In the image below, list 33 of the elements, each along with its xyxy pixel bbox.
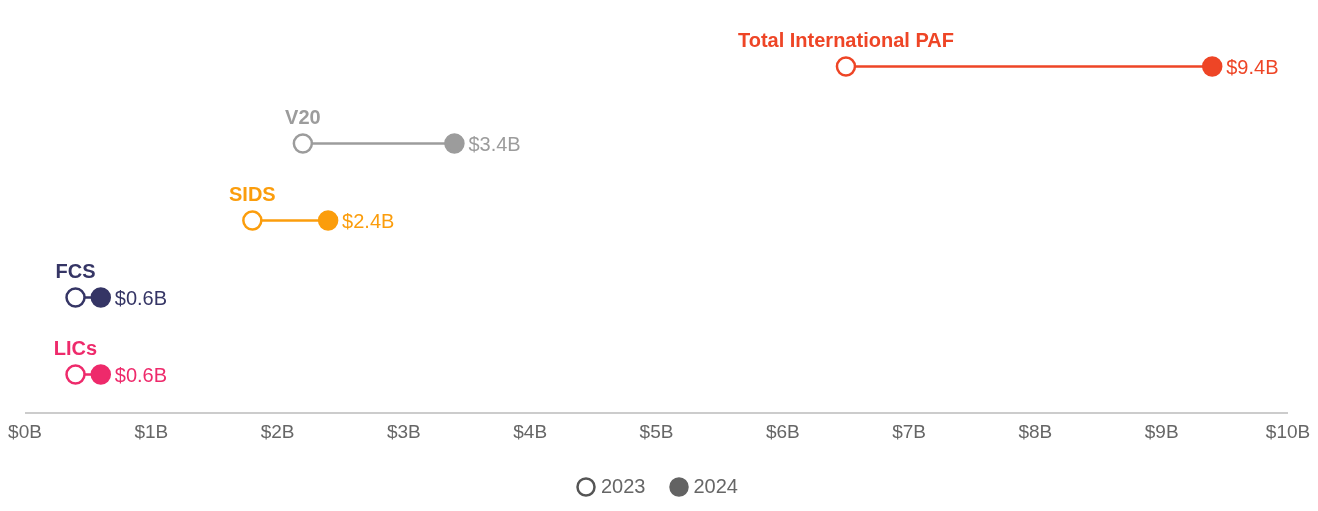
- y-tick-label: FCS: [55, 259, 96, 282]
- point: [835, 56, 857, 77]
- point: [65, 364, 86, 385]
- y-tick-label: SIDS: [229, 182, 276, 205]
- x-tick-label: $10B: [1265, 421, 1311, 443]
- x-tick-label: $2B: [260, 421, 295, 443]
- y-tick-label: V20: [285, 105, 321, 128]
- y-tick-label: LICs: [53, 336, 98, 359]
- point: [444, 133, 465, 154]
- x-tick-label: $1B: [134, 421, 169, 443]
- data-label: $3.4B: [468, 132, 521, 155]
- x-tick-label: $0B: [8, 421, 42, 443]
- data-label: $2.4B: [342, 209, 395, 232]
- text: 2024: [692, 475, 738, 498]
- point: [242, 210, 263, 231]
- x-tick-label: $7B: [892, 421, 927, 443]
- y-tick-label: Total International PAF: [737, 28, 954, 51]
- data-label: $9.4B: [1226, 55, 1279, 78]
- x-tick-label: $8B: [1018, 421, 1053, 443]
- point: [90, 364, 112, 385]
- point: [90, 287, 112, 308]
- x-tick-label: $3B: [386, 421, 421, 443]
- x-tick-label: $5B: [639, 421, 674, 443]
- data-label: $0.6B: [114, 363, 168, 386]
- point: [317, 210, 339, 231]
- point: [1201, 56, 1223, 77]
- x-tick-label: $6B: [765, 421, 800, 443]
- point: [65, 287, 86, 308]
- point: [292, 133, 314, 154]
- data-label: $0.6B: [114, 286, 168, 309]
- text: 2023: [600, 475, 646, 498]
- x-tick-label: $9B: [1144, 421, 1179, 443]
- x-tick-label: $4B: [513, 421, 548, 443]
